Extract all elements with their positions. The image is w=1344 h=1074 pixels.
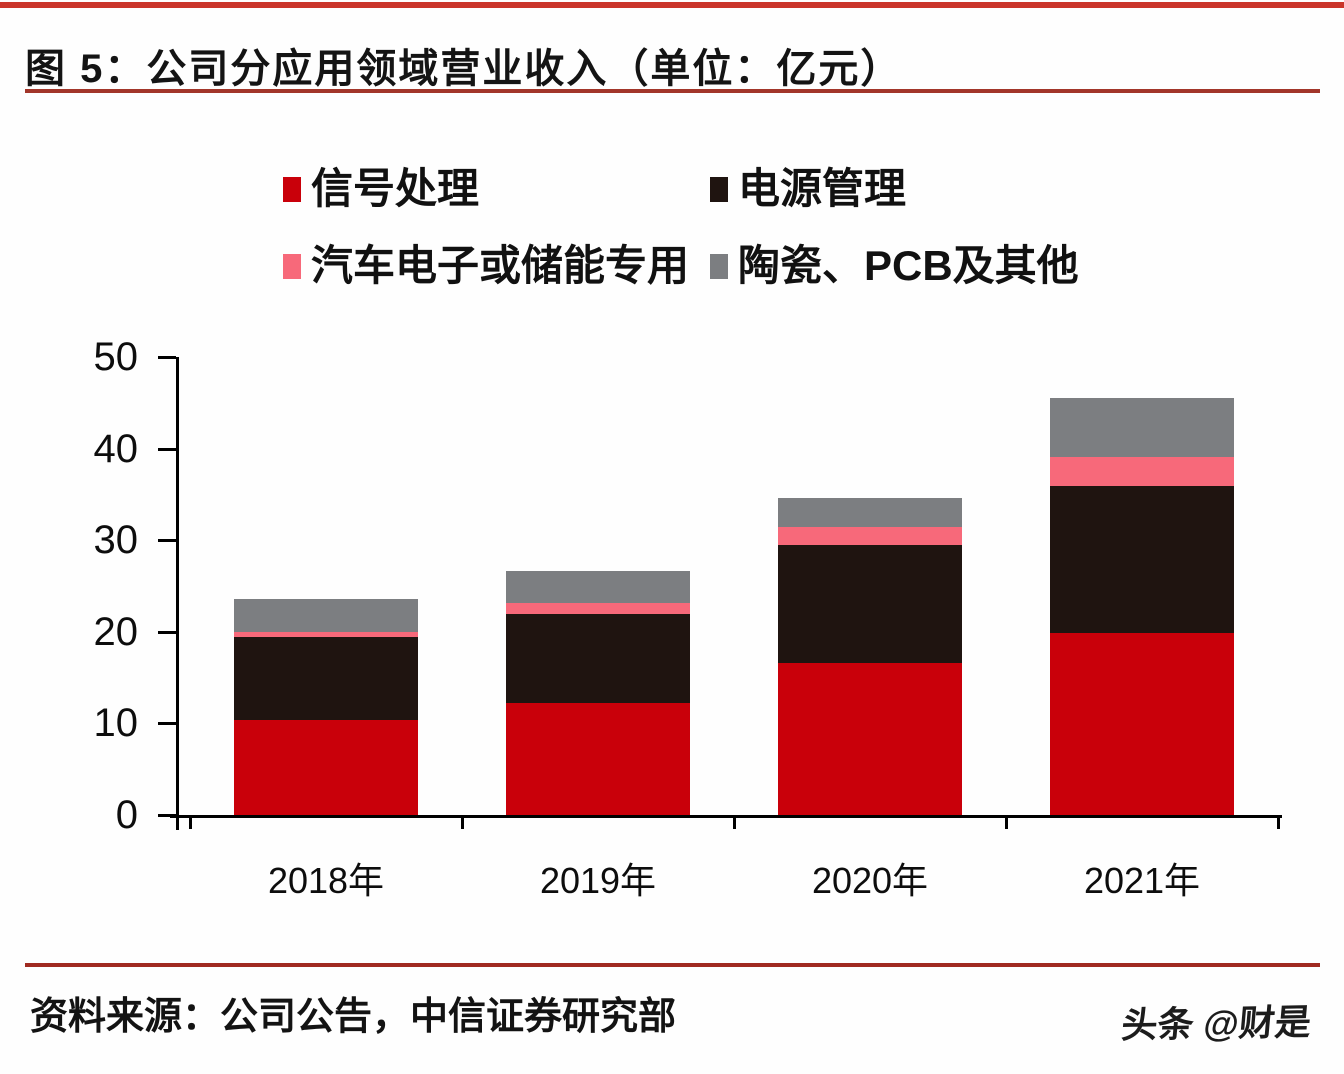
bar-segment-电源管理: [1050, 486, 1234, 633]
y-axis-tick: [158, 447, 176, 451]
footer-divider-rule: [25, 963, 1320, 967]
y-axis-tick-label: 30: [93, 518, 139, 563]
x-axis-tick: [1277, 815, 1280, 829]
bar-segment-汽车电子或储能专用: [506, 603, 690, 615]
x-axis-category-label: 2021年: [1083, 860, 1201, 901]
x-axis-tick: [733, 815, 736, 829]
bar-segment-陶瓷、PCB及其他: [234, 598, 418, 632]
y-axis-tick-label: 0: [115, 793, 138, 837]
legend-item-3: 汽车电子或储能专用: [283, 242, 690, 289]
legend-swatch-icon: [710, 253, 728, 279]
bar-segment-信号处理: [506, 703, 690, 815]
bar-2020年: [778, 498, 962, 815]
x-axis-tick: [189, 815, 192, 829]
bar-segment-陶瓷、PCB及其他: [506, 571, 690, 604]
bar-segment-陶瓷、PCB及其他: [1050, 398, 1234, 457]
y-axis-line: [176, 357, 179, 830]
y-axis-tick: [158, 539, 176, 543]
bar-2021年: [1050, 398, 1234, 815]
x-axis-line: [170, 815, 1282, 818]
legend-label: 陶瓷、PCB及其他: [738, 242, 1079, 289]
x-axis-category-label: 2019年: [539, 860, 657, 901]
legend-swatch-icon: [283, 253, 301, 279]
bar-segment-电源管理: [506, 614, 690, 704]
y-axis-tick-label: 10: [93, 701, 139, 746]
legend-label: 信号处理: [311, 165, 480, 212]
bar-segment-汽车电子或储能专用: [778, 527, 962, 545]
source-note: 资料来源：公司公告，中信证券研究部: [30, 996, 677, 1038]
y-axis-tick: [158, 722, 176, 726]
bar-segment-陶瓷、PCB及其他: [778, 498, 962, 528]
bar-segment-电源管理: [778, 544, 962, 663]
bar-segment-信号处理: [1050, 632, 1234, 815]
y-axis-tick: [158, 630, 176, 634]
x-axis-tick: [461, 815, 464, 829]
y-axis-tick-label: 40: [93, 426, 139, 471]
y-axis-tick-label: 50: [93, 335, 139, 379]
legend-item-4: 陶瓷、PCB及其他: [710, 242, 1079, 289]
legend-label: 电源管理: [738, 165, 907, 212]
y-axis-tick: [158, 814, 176, 817]
bar-segment-信号处理: [778, 662, 962, 815]
y-axis-tick-label: 20: [93, 609, 139, 654]
bar-segment-信号处理: [234, 719, 418, 815]
x-axis-category-label: 2020年: [811, 860, 929, 901]
top-red-rule: [0, 2, 1344, 8]
legend-item-1: 信号处理: [283, 165, 480, 212]
bar-segment-电源管理: [234, 637, 418, 720]
bar-2018年: [234, 598, 418, 815]
x-axis-category-label: 2018年: [267, 860, 385, 901]
x-axis-tick: [1005, 815, 1008, 829]
legend-swatch-icon: [710, 176, 728, 202]
legend-item-2: 电源管理: [710, 165, 907, 212]
bar-segment-汽车电子或储能专用: [234, 631, 418, 638]
watermark: 头条 @财是: [1119, 1001, 1313, 1046]
bar-2019年: [506, 571, 690, 815]
legend-swatch-icon: [283, 176, 301, 202]
figure-title: 图 5：公司分应用领域营业收入（单位：亿元）: [25, 47, 903, 91]
legend-label: 汽车电子或储能专用: [311, 242, 690, 289]
title-underline-rule: [25, 89, 1320, 93]
bar-segment-汽车电子或储能专用: [1050, 456, 1234, 487]
y-axis-tick: [158, 356, 176, 359]
